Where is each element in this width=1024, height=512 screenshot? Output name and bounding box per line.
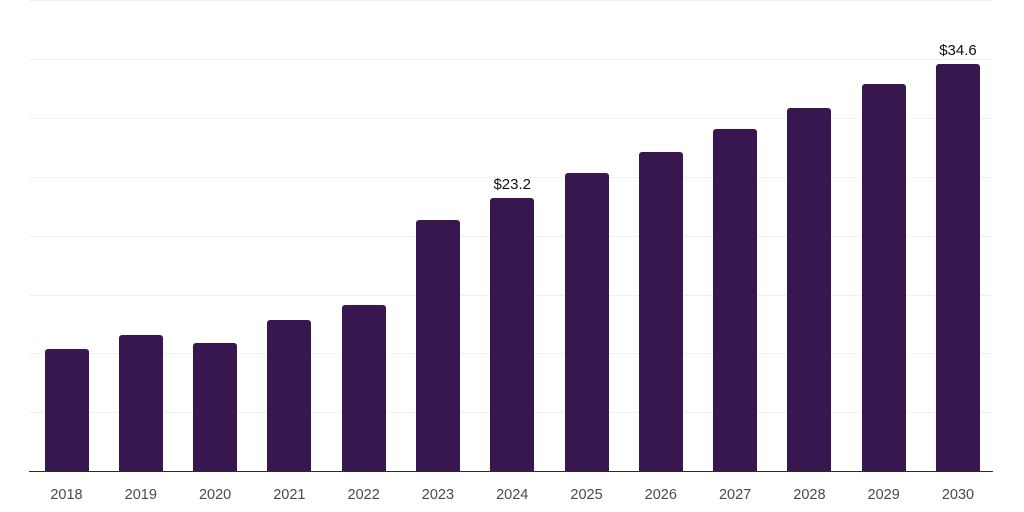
bar-2026 bbox=[638, 152, 683, 471]
gridline-30 bbox=[29, 118, 993, 119]
gridline-40 bbox=[29, 0, 993, 1]
x-tick-label-2026: 2026 bbox=[644, 487, 677, 503]
x-axis-labels: 2018 2019 2020 2021 2022 2023 2024 2025 2026 2027… bbox=[29, 485, 993, 507]
bar-2025 bbox=[564, 173, 609, 471]
x-tick-label-2025: 2025 bbox=[570, 487, 603, 503]
bar-2030 bbox=[935, 63, 980, 471]
data-label-2030: $34.6 bbox=[939, 41, 977, 59]
x-tick-label-2030: 2030 bbox=[941, 487, 975, 503]
bar-2029 bbox=[861, 83, 906, 471]
x-tick-label-2028: 2028 bbox=[793, 487, 826, 503]
x-tick-label-2023: 2023 bbox=[421, 487, 455, 503]
bar-2028 bbox=[787, 107, 832, 471]
bar-2024 bbox=[490, 198, 535, 471]
x-tick-label-2018: 2018 bbox=[50, 487, 83, 503]
bar-2022 bbox=[341, 305, 386, 471]
x-tick-label-2024: 2024 bbox=[496, 487, 529, 503]
bar-2021 bbox=[267, 320, 312, 471]
x-tick-label-2019: 2019 bbox=[124, 487, 157, 503]
plot-area: $23.2 $34.6 bbox=[29, 0, 993, 472]
bar-2020 bbox=[193, 342, 238, 471]
x-tick-label-2029: 2029 bbox=[867, 487, 900, 503]
data-label-2024: $23.2 bbox=[493, 176, 531, 194]
bar-2027 bbox=[713, 128, 758, 471]
bar-2019 bbox=[118, 334, 163, 471]
bar-2023 bbox=[415, 220, 460, 471]
x-axis-line bbox=[29, 470, 993, 472]
x-tick-label-2022: 2022 bbox=[347, 487, 380, 503]
x-tick-label-2020: 2020 bbox=[198, 487, 232, 503]
bar-2018 bbox=[44, 348, 89, 471]
x-tick-label-2021: 2021 bbox=[273, 487, 306, 503]
gridline-25 bbox=[29, 177, 993, 178]
x-tick-label-2027: 2027 bbox=[718, 487, 752, 503]
gridline-35 bbox=[29, 59, 993, 60]
